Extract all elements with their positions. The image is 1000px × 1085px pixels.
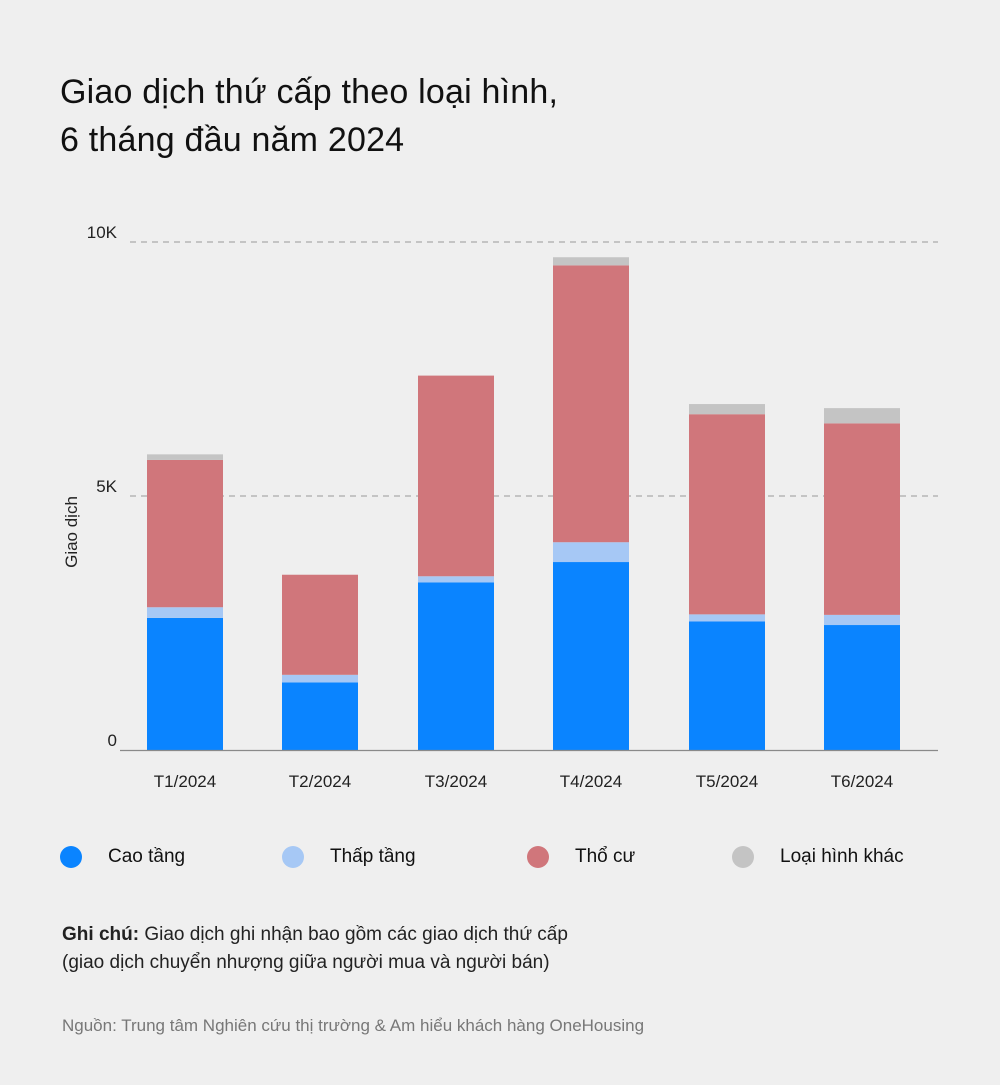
y-tick-label: 0 [108, 731, 117, 750]
chart-legend: Cao tầng Thấp tầng Thổ cư Loại hình khác [60, 842, 940, 872]
bar-segment [824, 614, 900, 626]
grid-lines [130, 241, 938, 497]
x-tick-label: T2/2024 [289, 772, 351, 791]
bar-segment [282, 674, 358, 683]
bar-segment [147, 607, 223, 618]
bar-segment [282, 682, 358, 750]
bar-segment [689, 614, 765, 622]
legend-label-tho-cu: Thổ cư [575, 846, 636, 867]
x-tick-label: T6/2024 [831, 772, 893, 791]
x-tick-label: T4/2024 [560, 772, 622, 791]
chart-title-line-1: Giao dịch thứ cấp theo loại hình, [60, 73, 559, 111]
bar-segment [689, 414, 765, 615]
bar-segment [689, 404, 765, 415]
bars [147, 257, 900, 750]
bar-segment [553, 542, 629, 563]
chart-title-line-2: 6 tháng đầu năm 2024 [60, 121, 405, 159]
bar-segment [147, 459, 223, 608]
legend-item-loai-hinh-khac: Loại hình khác [732, 842, 904, 872]
legend-item-cao-tang: Cao tầng [60, 842, 185, 872]
note-label: Ghi chú: [62, 924, 140, 945]
bar-segment [689, 621, 765, 750]
y-tick-label: 5K [96, 477, 117, 496]
bar-segment [418, 375, 494, 577]
stacked-bar-chart: 0 5K 10K Giao dịch T1/2024 T2/2024 T3/2024 T4/2… [62, 223, 938, 791]
note-text-line-2: (giao dịch chuyển nhượng giữa người mua … [62, 952, 550, 973]
bar-segment [553, 257, 629, 266]
bar-segment [418, 582, 494, 750]
bar-segment [553, 265, 629, 543]
bar-segment [147, 454, 223, 460]
bar-segment [147, 617, 223, 750]
source-text: Nguồn: Trung tâm Nghiên cứu thị trường &… [62, 1016, 645, 1035]
chart-note: Ghi chú: Giao dịch ghi nhận bao gồm các … [62, 921, 942, 977]
axes: 0 5K 10K Giao dịch T1/2024 T2/2024 T3/2024 T4/2… [62, 223, 938, 791]
bar-segment [824, 423, 900, 615]
y-axis-title: Giao dịch [62, 496, 81, 568]
legend-swatch-cao-tang [60, 846, 82, 868]
bar-segment [824, 408, 900, 424]
bar-segment [824, 625, 900, 750]
legend-swatch-thap-tang [282, 846, 304, 868]
chart-title: Giao dịch thứ cấp theo loại hình, 6 thán… [60, 68, 940, 164]
bar-segment [282, 574, 358, 675]
legend-item-tho-cu: Thổ cư [527, 842, 635, 872]
legend-label-loai-hinh-khac: Loại hình khác [780, 846, 904, 867]
legend-swatch-loai-hinh-khac [732, 846, 754, 868]
bar-segment [418, 576, 494, 583]
legend-label-thap-tang: Thấp tầng [330, 846, 416, 867]
x-tick-label: T5/2024 [696, 772, 758, 791]
x-tick-label: T1/2024 [154, 772, 216, 791]
bar-segment [553, 562, 629, 750]
y-tick-label: 10K [87, 223, 118, 242]
note-text-line-1: Giao dịch ghi nhận bao gồm các giao dịch… [139, 924, 568, 945]
x-tick-label: T3/2024 [425, 772, 487, 791]
legend-item-thap-tang: Thấp tầng [282, 842, 416, 872]
legend-swatch-tho-cu [527, 846, 549, 868]
legend-label-cao-tang: Cao tầng [108, 846, 186, 867]
